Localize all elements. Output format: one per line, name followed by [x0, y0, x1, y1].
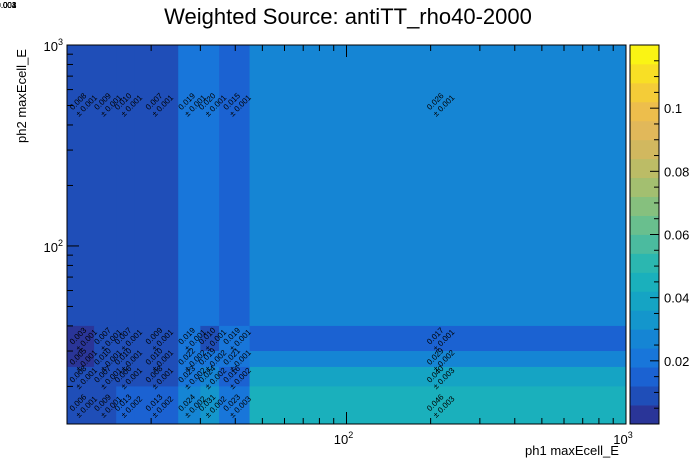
colorbar-swatch [630, 253, 659, 273]
colorbar-tick-label: 0.08 [664, 164, 689, 179]
heatmap-cell [219, 351, 250, 368]
colorbar-swatch [630, 234, 659, 254]
colorbar-swatch [630, 177, 659, 197]
x-tick-label: 103 [613, 430, 632, 447]
colorbar-swatch [630, 158, 659, 179]
colorbar-swatch [630, 291, 659, 311]
colorbar-swatch [630, 310, 659, 330]
cell-value: 0.047 [0, 0, 11, 1]
cell-error: ± 0.002 [0, 1, 17, 10]
y-tick-base: 10 [44, 240, 58, 255]
colorbar-swatch [630, 329, 659, 349]
cell-label: 0.030± 0.001 [0, 0, 17, 10]
heatmap-cell [134, 386, 179, 425]
colorbar-swatch [630, 272, 659, 292]
cell-error: ± 0.003 [0, 1, 17, 10]
cell-value: 0.087 [0, 0, 11, 1]
heatmap-cell [249, 366, 627, 387]
colorbar-swatch [630, 45, 659, 65]
heatmap-cell [200, 386, 220, 425]
heatmap-cell [200, 325, 220, 352]
colorbar-swatch [630, 386, 659, 406]
colorbar-swatch [630, 215, 659, 235]
colorbar-swatch [630, 63, 659, 84]
heatmap-cell [94, 325, 117, 352]
heatmap-cell [178, 325, 201, 352]
heatmap-cell [249, 45, 627, 327]
heatmap-cell [219, 366, 250, 387]
heatmap-cell [94, 386, 117, 425]
y-tick-label: 102 [44, 238, 63, 255]
colorbar-swatch [630, 367, 659, 387]
colorbar-tick-label: 0.1 [664, 101, 682, 116]
y-tick-exponent: 3 [58, 37, 63, 47]
y-tick-base: 10 [44, 39, 58, 54]
heatmap-cells [67, 45, 627, 425]
heatmap-cell [200, 45, 220, 327]
cell-error: ± 0.001 [0, 1, 17, 10]
x-axis-label: ph1 maxEcell_E [525, 443, 619, 458]
x-tick-label: 102 [334, 430, 353, 447]
colorbar-swatch [630, 101, 659, 122]
cell-error: ± 0.004 [0, 1, 17, 10]
heatmap-cell [134, 325, 179, 352]
heatmap-cell [67, 325, 95, 352]
colorbar: 0.02 0.04 0.06 0.08 0.1 [629, 44, 689, 425]
heatmap-cell [200, 351, 220, 368]
colorbar-tick-label: 0.04 [664, 291, 689, 306]
heatmap-cell [116, 45, 136, 327]
heatmap-cell [249, 351, 627, 368]
colorbar-swatch [630, 82, 659, 103]
colorbar-swatch [630, 139, 659, 160]
cell-label: 0.087± 0.003 [0, 0, 17, 10]
y-axis-label: ph2 maxEcell_E [14, 49, 29, 143]
heatmap-cell [67, 386, 95, 425]
heatmap-cell [94, 366, 117, 387]
cell-value: 0.118 [0, 0, 10, 1]
heatmap-cell [116, 386, 136, 425]
cell-value: 0.077 [0, 0, 11, 1]
heatmap-cell [178, 351, 201, 368]
heatmap-cell [219, 45, 250, 327]
heatmap-cell [116, 366, 136, 387]
cell-value: 0.030 [0, 0, 11, 1]
chart-title: Weighted Source: antiTT_rho40-2000 [164, 4, 532, 29]
colorbar-tick-label: 0.02 [664, 354, 689, 369]
colorbar-swatch [630, 405, 659, 425]
colorbar-swatch [630, 348, 659, 368]
y-tick-exponent: 2 [58, 238, 63, 248]
x-tick-exponent: 3 [628, 430, 633, 440]
y-tick-label: 103 [44, 37, 63, 54]
heatmap-cell [116, 351, 136, 368]
x-tick-exponent: 2 [348, 430, 353, 440]
cell-label: 0.047± 0.002 [0, 0, 17, 10]
cell-label: 0.118± 0.004 [0, 0, 17, 10]
heatmap-cell [219, 386, 250, 425]
x-tick-base: 10 [334, 432, 348, 447]
colorbar-tick-label: 0.06 [664, 228, 689, 243]
heatmap-cell [116, 325, 136, 352]
colorbar-swatch [630, 120, 659, 141]
heatmap-cell [249, 325, 627, 352]
heatmap-cell [94, 45, 117, 327]
cell-error: ± 0.003 [0, 1, 17, 10]
heatmap-cell [134, 45, 179, 327]
x-tick-base: 10 [613, 432, 627, 447]
heatmap-cell [67, 366, 95, 387]
heatmap-cell [200, 366, 220, 387]
colorbar-swatch [630, 196, 659, 216]
heatmap-cell [219, 325, 250, 352]
heatmap-cell [134, 366, 179, 387]
heatmap-cell [178, 386, 201, 425]
heatmap-cell [67, 351, 95, 368]
heatmap-cell [178, 366, 201, 387]
cell-label: 0.077± 0.003 [0, 0, 17, 10]
heatmap-cell [94, 351, 117, 368]
heatmap-cell [178, 45, 201, 327]
heatmap-cell [134, 351, 179, 368]
